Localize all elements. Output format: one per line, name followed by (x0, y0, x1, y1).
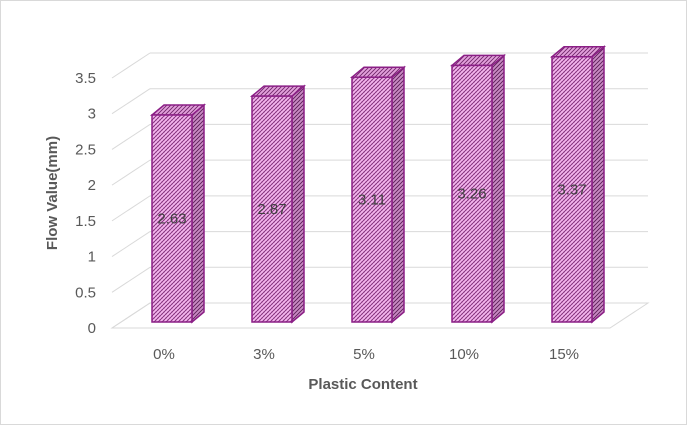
bar-front-face (151, 114, 193, 323)
bar-side-face (591, 45, 605, 324)
bar-side-face (291, 84, 305, 324)
data-label: 2.63 (157, 211, 186, 228)
bar-side-face (191, 103, 205, 324)
x-tick-label: 10% (449, 346, 479, 363)
bar-side-face (491, 53, 505, 324)
gridline-side (111, 88, 151, 115)
data-label: 2.87 (257, 201, 286, 218)
gridline-side (111, 124, 151, 150)
y-tick-label: 1.5 (75, 213, 96, 230)
y-tick-label: 2.5 (75, 141, 96, 158)
bar (149, 103, 207, 324)
y-tick-label: 0.5 (75, 284, 96, 301)
chart-floor (110, 302, 650, 329)
bar-side-face (391, 65, 405, 324)
x-axis-title: Plastic Content (308, 376, 417, 393)
bar (249, 84, 307, 324)
gridline-side (111, 231, 151, 257)
data-label: 3.11 (358, 192, 386, 209)
bar (349, 65, 407, 324)
bar-front-face (451, 64, 493, 323)
bar-front-face (351, 76, 393, 323)
data-label: 3.37 (557, 181, 586, 198)
y-axis-title: Flow Value(mm) (44, 136, 61, 250)
y-tick-label: 0 (88, 320, 96, 337)
x-tick-label: 0% (153, 346, 175, 363)
bar (549, 45, 607, 324)
x-tick-label: 15% (549, 346, 579, 363)
gridline-side (111, 52, 151, 79)
y-tick-label: 2 (88, 177, 96, 194)
x-tick-label: 5% (353, 346, 375, 363)
x-tick-label: 3% (253, 346, 275, 363)
bar-front-face (251, 95, 293, 323)
y-tick-label: 1 (88, 249, 96, 266)
bar (449, 53, 507, 324)
gridline-side (111, 266, 151, 293)
y-tick-label: 3 (88, 106, 96, 123)
data-label: 3.26 (457, 186, 486, 203)
gridline-side (111, 159, 151, 186)
gridline-side (111, 195, 151, 222)
y-tick-label: 3.5 (75, 70, 96, 87)
bar-front-face (551, 56, 593, 323)
